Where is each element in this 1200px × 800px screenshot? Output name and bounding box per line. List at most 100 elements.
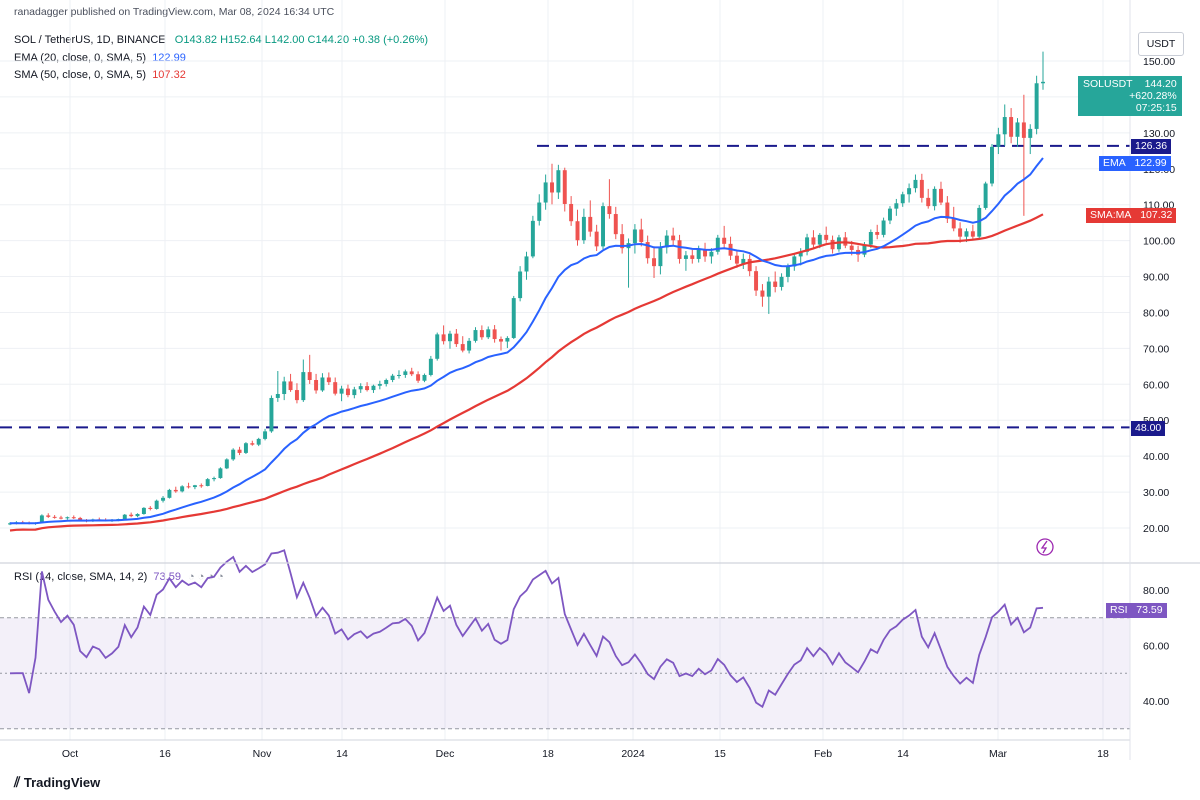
candle bbox=[990, 143, 994, 187]
candle bbox=[473, 327, 478, 343]
candle bbox=[556, 164, 561, 199]
candle bbox=[377, 380, 382, 390]
candle-body bbox=[365, 386, 370, 391]
candle-body bbox=[658, 247, 663, 267]
candle-body bbox=[894, 203, 899, 209]
candle-body bbox=[607, 206, 612, 215]
candle-body bbox=[862, 244, 867, 255]
candle bbox=[575, 209, 580, 246]
candle bbox=[148, 506, 153, 511]
candle bbox=[894, 198, 899, 216]
sma-legend[interactable]: SMA (50, close, 0, SMA, 5) 107.32 bbox=[14, 69, 186, 81]
time-tick-label: 18 bbox=[542, 748, 554, 760]
candle-body bbox=[231, 449, 236, 460]
time-tick-label: Dec bbox=[436, 748, 455, 760]
candle-body bbox=[805, 237, 810, 252]
candle-body bbox=[122, 514, 127, 520]
tv-icon: ⫽ bbox=[14, 774, 21, 790]
candle-body bbox=[345, 388, 350, 396]
candle bbox=[766, 276, 771, 314]
candle bbox=[550, 163, 554, 205]
candle bbox=[199, 483, 204, 488]
candle bbox=[479, 325, 484, 340]
tradingview-logo[interactable]: ⫽ TradingView bbox=[14, 774, 100, 791]
candle-body bbox=[294, 390, 299, 401]
candle-body bbox=[760, 290, 765, 297]
candle bbox=[671, 227, 676, 246]
currency-button[interactable]: USDT bbox=[1138, 32, 1184, 56]
candle-body bbox=[71, 517, 76, 519]
candle-body bbox=[652, 258, 657, 267]
candle bbox=[288, 373, 293, 392]
candle bbox=[913, 174, 918, 193]
candle bbox=[907, 183, 912, 203]
candle bbox=[282, 376, 287, 401]
candle-body bbox=[703, 249, 708, 257]
candle-body bbox=[741, 258, 746, 264]
candle bbox=[607, 179, 612, 219]
ema-tag-label: EMA bbox=[1103, 157, 1126, 169]
candle bbox=[301, 359, 306, 402]
candle bbox=[715, 234, 720, 255]
candle-body bbox=[199, 485, 204, 487]
candle-body bbox=[754, 271, 759, 291]
candle-body bbox=[594, 231, 599, 247]
upper-level-tag: 126.36 bbox=[1131, 139, 1172, 154]
price-tick-label: 20.00 bbox=[1143, 523, 1169, 535]
ema-tag-value: 122.99 bbox=[1134, 157, 1167, 169]
candle-body bbox=[333, 382, 338, 394]
lightning-icon[interactable] bbox=[1036, 538, 1054, 556]
price-tick-label: 100.00 bbox=[1143, 236, 1175, 248]
candle bbox=[409, 367, 414, 377]
candle-body bbox=[282, 381, 287, 395]
candle-body bbox=[913, 179, 918, 189]
candle bbox=[307, 354, 312, 384]
candle-body bbox=[970, 231, 975, 237]
candle bbox=[492, 325, 497, 343]
candle-body bbox=[161, 497, 166, 501]
candle bbox=[926, 188, 931, 209]
price-tag[interactable]: SOLUSDT 144.20 +620.28% 07:25:15 bbox=[1078, 76, 1182, 116]
candle-body bbox=[613, 214, 618, 235]
price-tag-symbol: SOLUSDT bbox=[1083, 78, 1133, 90]
candle bbox=[352, 386, 357, 399]
candle bbox=[390, 373, 395, 383]
candle bbox=[754, 266, 759, 296]
symbol-name: SOL / TetherUS, 1D, BINANCE bbox=[14, 34, 166, 46]
candle bbox=[690, 249, 695, 264]
candle bbox=[314, 373, 319, 394]
candle-body bbox=[1015, 122, 1020, 137]
candle bbox=[569, 196, 574, 226]
candle bbox=[218, 467, 223, 479]
candle bbox=[141, 507, 146, 515]
candle-body bbox=[926, 197, 931, 207]
candle bbox=[741, 253, 746, 269]
rsi-legend[interactable]: RSI (14, close, SMA, 14, 2) 73.59 ◔ ◔ ◔ … bbox=[14, 571, 224, 583]
candle bbox=[269, 395, 274, 433]
candle bbox=[129, 512, 134, 518]
time-tick-label: Nov bbox=[253, 748, 272, 760]
candle-body bbox=[817, 234, 822, 245]
candle-body bbox=[938, 188, 943, 203]
candle-body bbox=[441, 334, 446, 342]
candle bbox=[448, 330, 452, 349]
candle bbox=[1034, 75, 1039, 135]
candle-body bbox=[499, 339, 503, 342]
candle bbox=[161, 496, 166, 503]
time-tick-label: 15 bbox=[714, 748, 726, 760]
candle-body bbox=[779, 276, 784, 287]
candle bbox=[887, 206, 892, 225]
candle-body bbox=[990, 146, 994, 184]
rsi-legend-value: 73.59 bbox=[153, 571, 181, 583]
rsi-legend-label: RSI (14, close, SMA, 14, 2) bbox=[14, 571, 148, 583]
footer-text: TradingView bbox=[23, 775, 101, 790]
candle bbox=[970, 224, 975, 241]
symbol-legend[interactable]: SOL / TetherUS, 1D, BINANCE O143.82 H152… bbox=[14, 34, 428, 46]
candle-body bbox=[250, 443, 255, 445]
candle-body bbox=[537, 202, 542, 221]
candle-body bbox=[1034, 83, 1039, 129]
candle bbox=[52, 515, 57, 519]
settings-icons[interactable]: ◔ ◔ ◔ ◔ bbox=[188, 571, 224, 583]
candle bbox=[454, 328, 459, 347]
